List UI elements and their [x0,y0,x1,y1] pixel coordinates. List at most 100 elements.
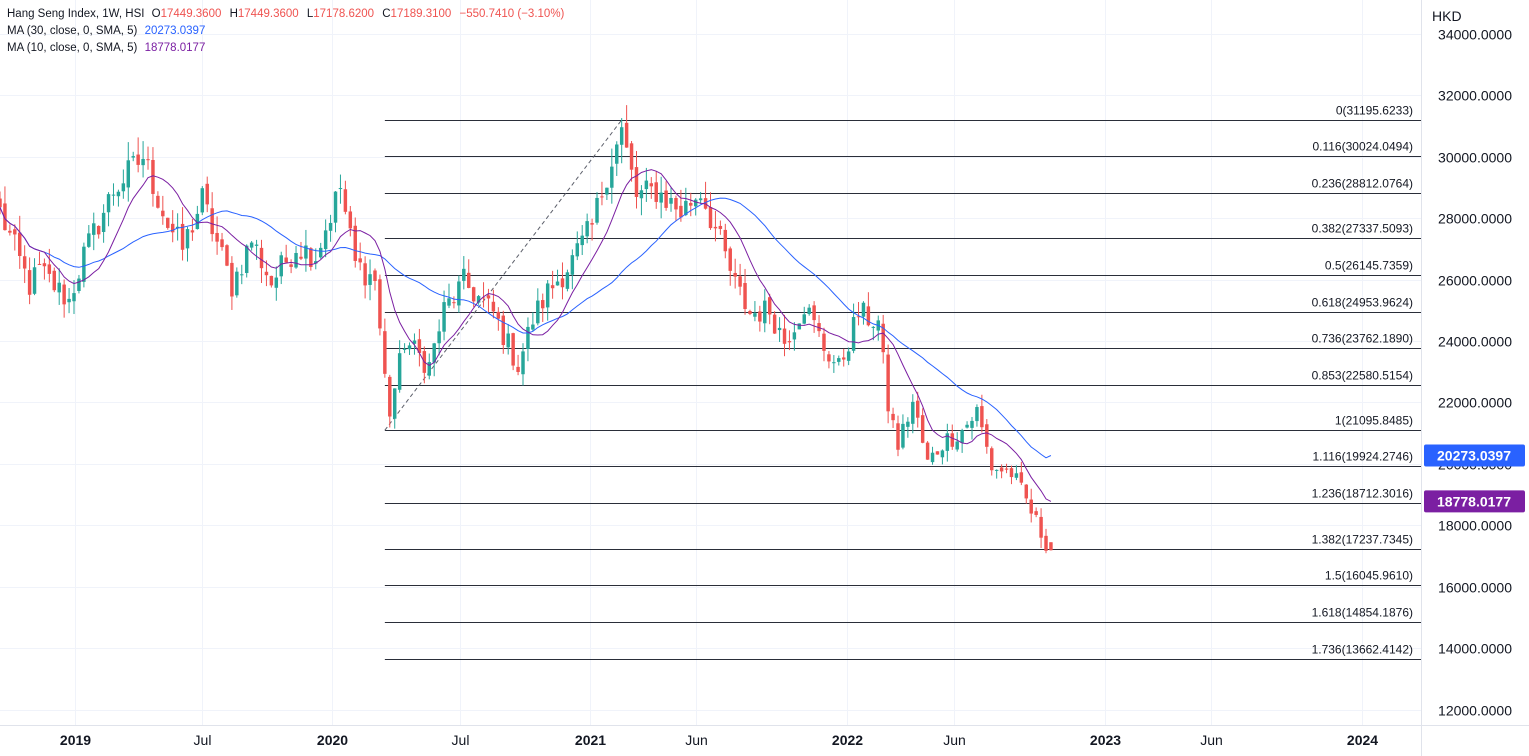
candle-body [950,433,954,447]
candle-body [955,441,959,450]
candle-body [432,343,436,363]
candle-body [442,302,446,332]
price-axis[interactable]: 12000.0000 14000.0000 16000.0000 18000.0000… [1438,27,1512,719]
candle-body [323,230,328,250]
legend-ma10[interactable]: MA (10, close, 0, SMA, 5) 18778.0177 [7,42,205,54]
fib-level-label: 1.382(17237.7345) [1312,533,1413,547]
candle-body [388,376,392,417]
fib-level-label: 1.116(19924.2746) [1312,450,1413,464]
price-tick-label: 30000.0000 [1438,150,1512,166]
candle-body [264,271,269,276]
time-tick-label: 2024 [1347,732,1378,748]
candle-body [161,210,165,217]
candle-body [289,264,293,267]
candle-body [333,191,338,223]
time-tick-label: 2020 [317,732,348,748]
candle-body [274,277,279,288]
candle-body [767,297,772,315]
candle-body [259,247,264,269]
price-tick-label: 34000.0000 [1438,27,1512,43]
candle-body [205,183,209,205]
candle-body [501,315,505,346]
ma10-line [0,169,1052,502]
candle-body [669,197,673,204]
candle-body [146,159,150,161]
candle-body [185,229,190,249]
candle-body [166,217,170,228]
candle-body [486,295,491,299]
legend-close-value: 17189.3100 [390,8,452,20]
legend-main[interactable]: Hang Seng Index, 1W, HSI O17449.3600 H17… [7,8,569,20]
candle-body [841,357,846,360]
candle-body [723,229,728,252]
candle-body [758,311,762,322]
candle-body [170,223,175,233]
candle-body [141,158,145,166]
candle-body [57,282,61,293]
candle-body [476,296,481,303]
candle-body [279,255,283,277]
fib-level-label: 0(31195.6233) [1336,104,1413,118]
candle-body [452,302,456,304]
moving-averages [0,169,1052,502]
candle-body [1014,473,1019,478]
candle-body [309,248,313,267]
currency-label: HKD [1432,8,1462,24]
candle-body [674,198,678,210]
fib-level-label: 1.736(13662.4142) [1312,643,1413,657]
legend-high-value: 17449.3600 [237,8,299,20]
candle-body [1034,511,1038,515]
candle-body [560,278,565,288]
candle-body [77,278,81,292]
candle-body [67,298,71,303]
candle-body [52,270,57,291]
candle-body [659,192,663,203]
candle-body [856,316,861,318]
legend-ma30-label: MA (30, close, 0, SMA, 5) [7,25,138,37]
legend-ma30[interactable]: MA (30, close, 0, SMA, 5) 20273.0397 [7,25,205,37]
candle-body [240,274,244,276]
legend-ma10-value: 18778.0177 [144,42,206,54]
candle-body [777,327,782,331]
candle-body [679,205,683,218]
price-tick-label: 12000.0000 [1438,703,1512,719]
legend-ma10-label: MA (10, close, 0, SMA, 5) [7,42,138,54]
candle-body [975,407,979,422]
candle-body [881,323,885,353]
candle-body [911,401,915,424]
candle-body [970,420,974,428]
candle-body [999,467,1004,472]
candle-body [42,263,47,267]
candle-body [822,333,826,351]
candlestick-series [0,105,1053,554]
candle-body [92,223,96,235]
legend-title: Hang Seng Index, 1W, HSI [7,8,145,20]
fib-labels: 0(31195.6233) 0.116(30024.0494) 0.236(2881… [1312,104,1413,657]
candle-body [1039,516,1043,538]
time-axis[interactable]: 2019 Jul 2020 Jul 2021 Jun 2022 Jun 2023 Jun 2024 [60,732,1378,748]
candle-body [506,333,510,348]
candle-body [392,388,397,419]
price-tick-label: 28000.0000 [1438,211,1512,227]
price-badge [1424,490,1525,513]
candle-body [629,143,634,170]
candle-body [235,271,239,296]
candle-body [1029,499,1033,514]
price-tick-label: 26000.0000 [1438,273,1512,289]
candle-body [82,246,86,282]
candle-body [111,194,116,196]
fib-retracement[interactable] [384,120,1421,660]
candle-body [353,225,357,261]
candle-body [866,306,871,326]
candle-body [713,226,718,229]
candle-body [121,183,126,192]
legend-low-value: 17178.6200 [313,8,375,20]
candle-body [318,247,323,258]
candle-body [200,188,205,213]
candle-body [634,167,639,197]
candle-body [920,415,925,443]
candle-body [930,452,935,463]
legend-high-label: H [229,8,238,20]
candle-body [348,211,353,229]
